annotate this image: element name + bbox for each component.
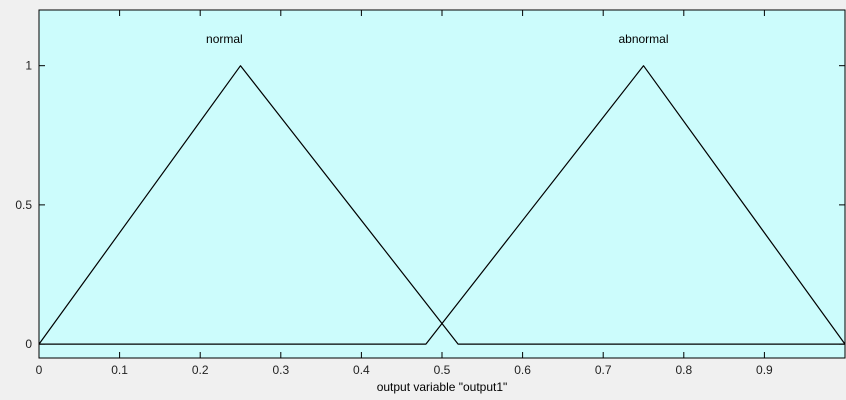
plot-area — [38, 9, 846, 359]
series-label-abnormal: abnormal — [618, 32, 668, 46]
series-labels: normal abnormal — [206, 32, 668, 46]
x-axis-ticks: 0 0.1 0.2 0.3 0.4 0.5 0.6 0.7 0.8 0.9 — [36, 10, 773, 377]
y-tick-label: 0.5 — [15, 198, 32, 212]
y-tick-label: 1 — [25, 59, 32, 73]
series-label-normal: normal — [206, 32, 243, 46]
x-tick-label: 0.9 — [756, 363, 773, 377]
x-tick-label: 0.1 — [111, 363, 128, 377]
series-line-normal — [38, 65, 845, 345]
series-line-abnormal — [39, 65, 846, 345]
x-tick-label: 0.6 — [514, 363, 531, 377]
series-layer — [38, 65, 846, 345]
x-tick-label: 0.5 — [434, 363, 451, 377]
x-tick-label: 0.4 — [353, 363, 370, 377]
x-tick-label: 0 — [36, 363, 43, 377]
x-tick-label: 0.2 — [192, 363, 209, 377]
x-tick-label: 0.3 — [272, 363, 289, 377]
x-tick-label: 0.7 — [595, 363, 612, 377]
y-tick-label: 0 — [25, 337, 32, 351]
x-axis-title: output variable "output1" — [377, 380, 508, 394]
y-axis-ticks: 00.51 — [15, 59, 845, 351]
x-tick-label: 0.8 — [675, 363, 692, 377]
